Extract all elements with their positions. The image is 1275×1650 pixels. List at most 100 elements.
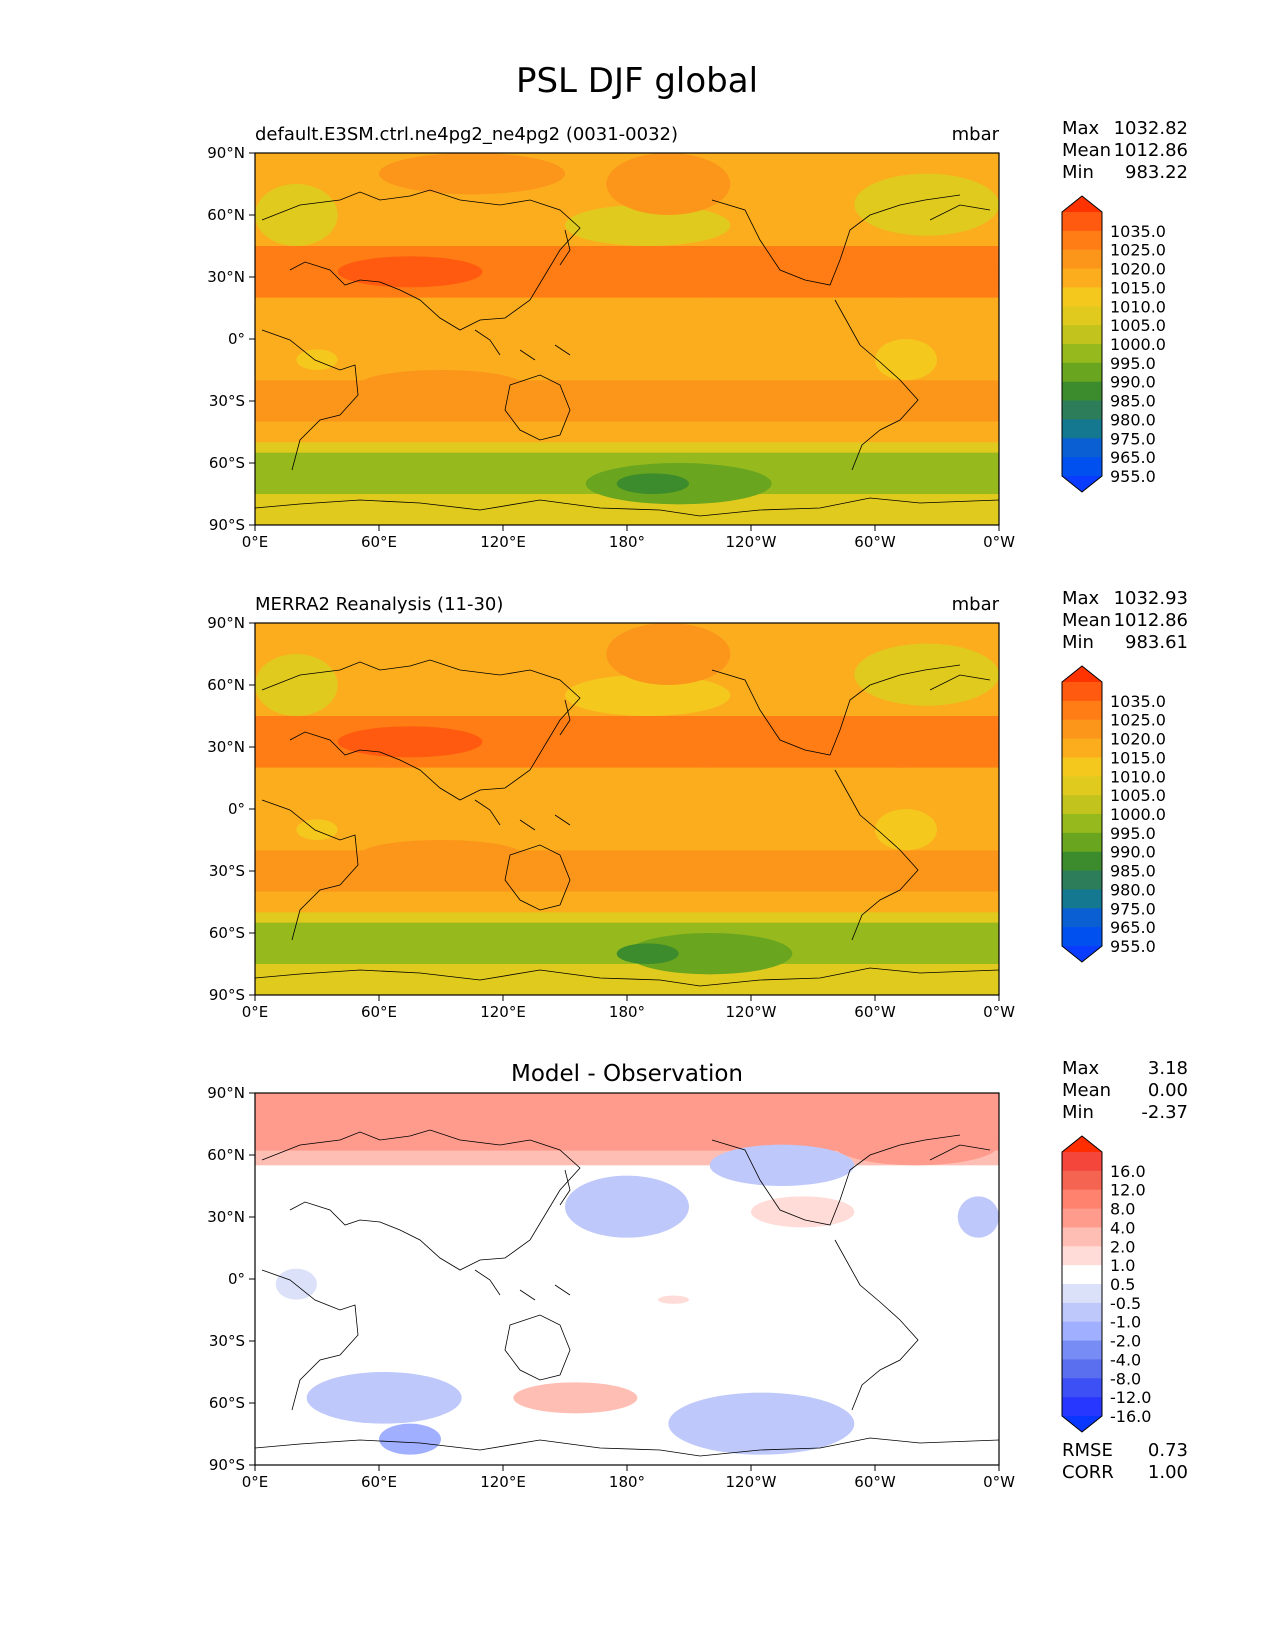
x-tick-label: 60°W [854,533,896,551]
stat-label: Max [1062,118,1100,139]
contour-feature [513,1382,638,1414]
colorbar-segment [1062,362,1102,383]
panel-title: MERRA2 Reanalysis (11-30) [255,594,503,615]
contour-feature [379,153,565,195]
x-tick-label: 180° [609,1473,645,1491]
colorbar-tick-label: 1000.0 [1110,805,1166,824]
contour-feature [275,1268,318,1300]
contour-feature [337,256,483,288]
stat-value: 0.00 [1148,1080,1188,1101]
panel-3: 0°E 60°E 120°E 180° 120°W 60°W 0°W 90°N 60°N 30°N… [207,1058,1188,1491]
stat-label: Min [1062,1102,1094,1123]
colorbar-tick-label: 1025.0 [1110,711,1166,730]
colorbar-tick-label: 12.0 [1110,1181,1146,1200]
coastline [289,731,546,801]
stat-label: Mean [1062,1080,1111,1101]
coastline [504,1314,571,1381]
colorbar-outline [1061,665,1103,963]
colorbar-extend-top [1062,196,1102,212]
coastline [255,497,999,517]
y-tick-label: 30°N [207,268,245,286]
stat-value: 1012.86 [1114,140,1188,161]
colorbar-tick-label: 1035.0 [1110,222,1166,241]
coastline [474,799,571,831]
coastline [929,1144,991,1161]
y-tick-label: 60°N [207,676,245,694]
colorbar-segment [1062,1227,1102,1247]
colorbar-segment [1062,1397,1102,1417]
colorbar-segment [1062,381,1102,402]
x-tick-label: 0°E [242,1003,269,1021]
panel-units: mbar [952,594,1000,615]
colorbar-segment [1062,230,1102,251]
colorbar-segment [1062,832,1102,853]
coastline [834,299,919,471]
y-tick-label: 90°S [209,1456,245,1474]
colorbar-segment [1062,268,1102,288]
colorbar-tick-label: 990.0 [1110,373,1156,392]
stat-label: Mean [1062,610,1111,631]
y-tick-label: 90°S [209,986,245,1004]
stat-value: 1012.86 [1114,610,1188,631]
contour-feature [606,153,731,215]
colorbar-tick-label: 1010.0 [1110,297,1166,316]
coastline [474,329,571,361]
contour-feature [358,370,524,401]
colorbar-extend-bottom [1062,946,1102,962]
coastline [711,664,961,756]
contour-feature [379,1423,441,1455]
y-tick-label: 0° [228,800,245,818]
contour-feature [813,246,999,298]
stat-value: 983.61 [1125,632,1188,653]
coastline [711,1134,961,1226]
colorbar-segment [1062,757,1102,777]
x-tick-label: 0°E [242,533,269,551]
colorbar-tick-label: 1005.0 [1110,316,1166,335]
colorbar-tick-label: 8.0 [1110,1200,1135,1219]
colorbar-segment [1062,1152,1102,1172]
colorbar-tick-label: 995.0 [1110,354,1156,373]
colorbar-tick-label: 1015.0 [1110,748,1166,767]
coastlines [255,1129,999,1457]
colorbar-tick-label: 1005.0 [1110,786,1166,805]
contour-feature [255,654,338,716]
stat-label: Min [1062,162,1094,183]
coastlines [255,189,999,517]
coastline [559,699,571,736]
y-tick-label: 90°N [207,144,245,162]
colorbar-segment [1062,1284,1102,1304]
y-tick-label: 90°N [207,614,245,632]
coastline [261,1129,581,1216]
contour-feature [358,840,524,871]
colorbar-segment [1062,814,1102,834]
y-tick-label: 30°N [207,1208,245,1226]
colorbar-tick-label: 980.0 [1110,410,1156,429]
colorbar-segment [1062,400,1102,420]
colorbar-segment [1062,306,1102,326]
contour-feature [306,1372,462,1424]
x-tick-label: 120°W [726,1003,777,1021]
y-tick-label: 60°S [209,1394,245,1412]
colorbar-segment [1062,1246,1102,1266]
stat-label: CORR [1062,1462,1114,1483]
coastline [834,769,919,941]
colorbar-tick-label: -2.0 [1110,1332,1141,1351]
contour-feature [616,943,679,965]
colorbar-segment [1062,795,1102,815]
panel-title: Model - Observation [511,1061,743,1087]
colorbar-tick-label: 965.0 [1110,448,1156,467]
contour-feature [616,256,793,298]
colorbar-tick-label: -8.0 [1110,1369,1141,1388]
colorbar-tick-label: 1035.0 [1110,692,1166,711]
colorbar-segment [1062,738,1102,758]
colorbar-segment [1062,776,1102,796]
colorbar-tick-label: -16.0 [1110,1407,1151,1426]
colorbar-extend-bottom [1062,476,1102,492]
contour-feature [668,1392,855,1455]
colorbar-tick-label: 1000.0 [1110,335,1166,354]
contour-band [255,297,999,381]
coastline [255,1437,999,1457]
x-tick-label: 180° [609,533,645,551]
x-tick-label: 180° [609,1003,645,1021]
contour-band [255,767,999,851]
